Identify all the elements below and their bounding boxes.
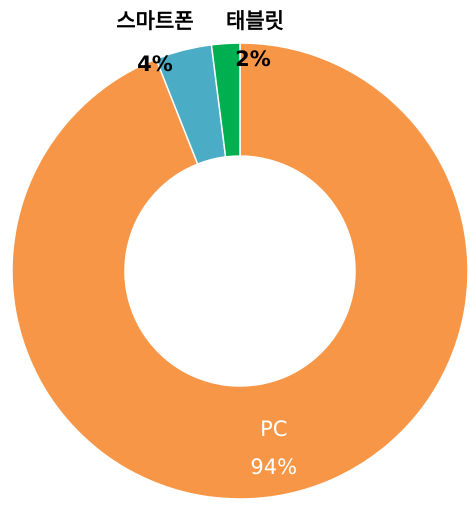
slice-name: 태블릿: [226, 9, 284, 33]
donut-slice: [11, 42, 469, 500]
slice-value: 2%: [235, 47, 271, 71]
slice-name: 스마트폰: [116, 9, 193, 33]
slice-name: PC: [260, 417, 287, 441]
slice-value: 94%: [250, 455, 297, 479]
donut-slice: [210, 42, 241, 158]
slice-value: 4%: [137, 52, 173, 76]
